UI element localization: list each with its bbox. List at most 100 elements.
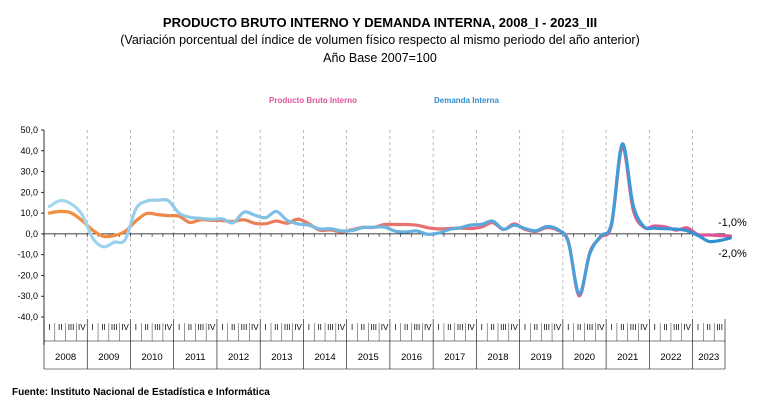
quarter-label: II	[620, 323, 624, 332]
year-label: 2020	[574, 352, 595, 363]
end-labels: -1,0% -2,0%	[718, 217, 747, 260]
year-label: 2010	[142, 352, 163, 363]
quarter-label: II	[274, 323, 278, 332]
quarter-label: IV	[554, 323, 562, 332]
quarter-label: I	[92, 323, 94, 332]
quarter-label: I	[437, 323, 439, 332]
quarter-label: III	[154, 323, 161, 332]
quarter-label: III	[241, 323, 248, 332]
year-label: 2018	[487, 352, 508, 363]
y-tick-label: 40,0	[20, 146, 38, 156]
quarter-label: III	[197, 323, 204, 332]
year-label: 2022	[660, 352, 681, 363]
quarter-label: II	[317, 323, 321, 332]
quarter-label: IV	[597, 323, 605, 332]
quarter-label: I	[697, 323, 699, 332]
y-tick-label: 10,0	[20, 208, 38, 218]
y-tick-label: 50,0	[20, 125, 38, 135]
quarter-label: III	[543, 323, 550, 332]
y-tick-label: -40,0	[17, 312, 38, 322]
legend-label-0: Producto Bruto Interno	[269, 96, 357, 105]
quarter-label: III	[111, 323, 118, 332]
quarter-label: I	[48, 323, 50, 332]
quarter-label: IV	[208, 323, 216, 332]
quarter-label: III	[716, 323, 723, 332]
year-label: 2013	[271, 352, 292, 363]
quarter-label: III	[414, 323, 421, 332]
quarter-label: II	[58, 323, 62, 332]
quarter-label: II	[447, 323, 451, 332]
year-label: 2016	[401, 352, 422, 363]
series-line-demanda	[47, 142, 732, 296]
quarter-label: I	[567, 323, 569, 332]
year-label: 2021	[617, 352, 638, 363]
quarter-label: III	[587, 323, 594, 332]
quarter-label: IV	[640, 323, 648, 332]
year-gridlines	[86, 130, 693, 317]
chart-title: PRODUCTO BRUTO INTERNO Y DEMANDA INTERNA…	[162, 15, 598, 30]
year-label: 2008	[55, 352, 76, 363]
quarter-label: IV	[294, 323, 302, 332]
quarter-label: IV	[337, 323, 345, 332]
quarter-label: II	[101, 323, 105, 332]
y-tick-label: 30,0	[20, 167, 38, 177]
quarter-label: III	[630, 323, 637, 332]
quarter-label: IV	[683, 323, 691, 332]
quarter-label: IV	[165, 323, 173, 332]
legend-label-1: Demanda Interna	[434, 96, 499, 105]
quarter-label: II	[490, 323, 494, 332]
quarter-label: II	[361, 323, 365, 332]
quarter-label: III	[673, 323, 680, 332]
quarter-label: IV	[381, 323, 389, 332]
quarter-label: IV	[78, 323, 86, 332]
end-label-pbi: -1,0%	[718, 217, 747, 229]
quarter-label: III	[284, 323, 291, 332]
quarter-label: II	[404, 323, 408, 332]
quarter-label: III	[457, 323, 464, 332]
quarter-label: I	[264, 323, 266, 332]
year-label: 2019	[531, 352, 552, 363]
y-tick-label: 0,0	[25, 229, 38, 239]
chart-legend: Producto Bruto Interno Demanda Interna	[243, 96, 499, 105]
quarter-label: I	[308, 323, 310, 332]
quarter-label: IV	[121, 323, 129, 332]
quarter-label: II	[188, 323, 192, 332]
end-label-demanda: -2,0%	[718, 248, 747, 260]
source-note: Fuente: Instituto Nacional de Estadístic…	[12, 387, 270, 398]
chart-subtitle: (Variación porcentual del índice de volu…	[120, 33, 640, 47]
quarter-label: III	[370, 323, 377, 332]
quarter-label: II	[707, 323, 711, 332]
chart-base-year: Año Base 2007=100	[323, 51, 437, 65]
quarter-label: IV	[510, 323, 518, 332]
y-tick-label: -30,0	[17, 291, 38, 301]
quarter-label: II	[534, 323, 538, 332]
quarter-label: IV	[424, 323, 432, 332]
quarter-label: II	[144, 323, 148, 332]
quarter-label: I	[351, 323, 353, 332]
quarter-label: I	[178, 323, 180, 332]
quarter-label: IV	[251, 323, 259, 332]
year-label: 2009	[98, 352, 119, 363]
y-tick-label: -10,0	[17, 250, 38, 260]
quarter-label: III	[500, 323, 507, 332]
year-label: 2011	[185, 352, 205, 363]
year-label: 2023	[698, 352, 719, 363]
year-label: 2017	[444, 352, 465, 363]
quarter-label: I	[394, 323, 396, 332]
year-label: 2012	[228, 352, 249, 363]
quarter-label: I	[481, 323, 483, 332]
series-lines	[47, 142, 732, 298]
quarter-label: II	[663, 323, 667, 332]
quarter-label: I	[654, 323, 656, 332]
year-label: 2015	[358, 352, 379, 363]
quarter-label: IV	[467, 323, 475, 332]
quarter-label: I	[610, 323, 612, 332]
quarter-label: II	[231, 323, 235, 332]
y-tick-label: -20,0	[17, 270, 38, 280]
quarter-label: III	[68, 323, 75, 332]
year-label: 2014	[314, 352, 335, 363]
quarter-label: I	[221, 323, 223, 332]
quarter-label: I	[524, 323, 526, 332]
